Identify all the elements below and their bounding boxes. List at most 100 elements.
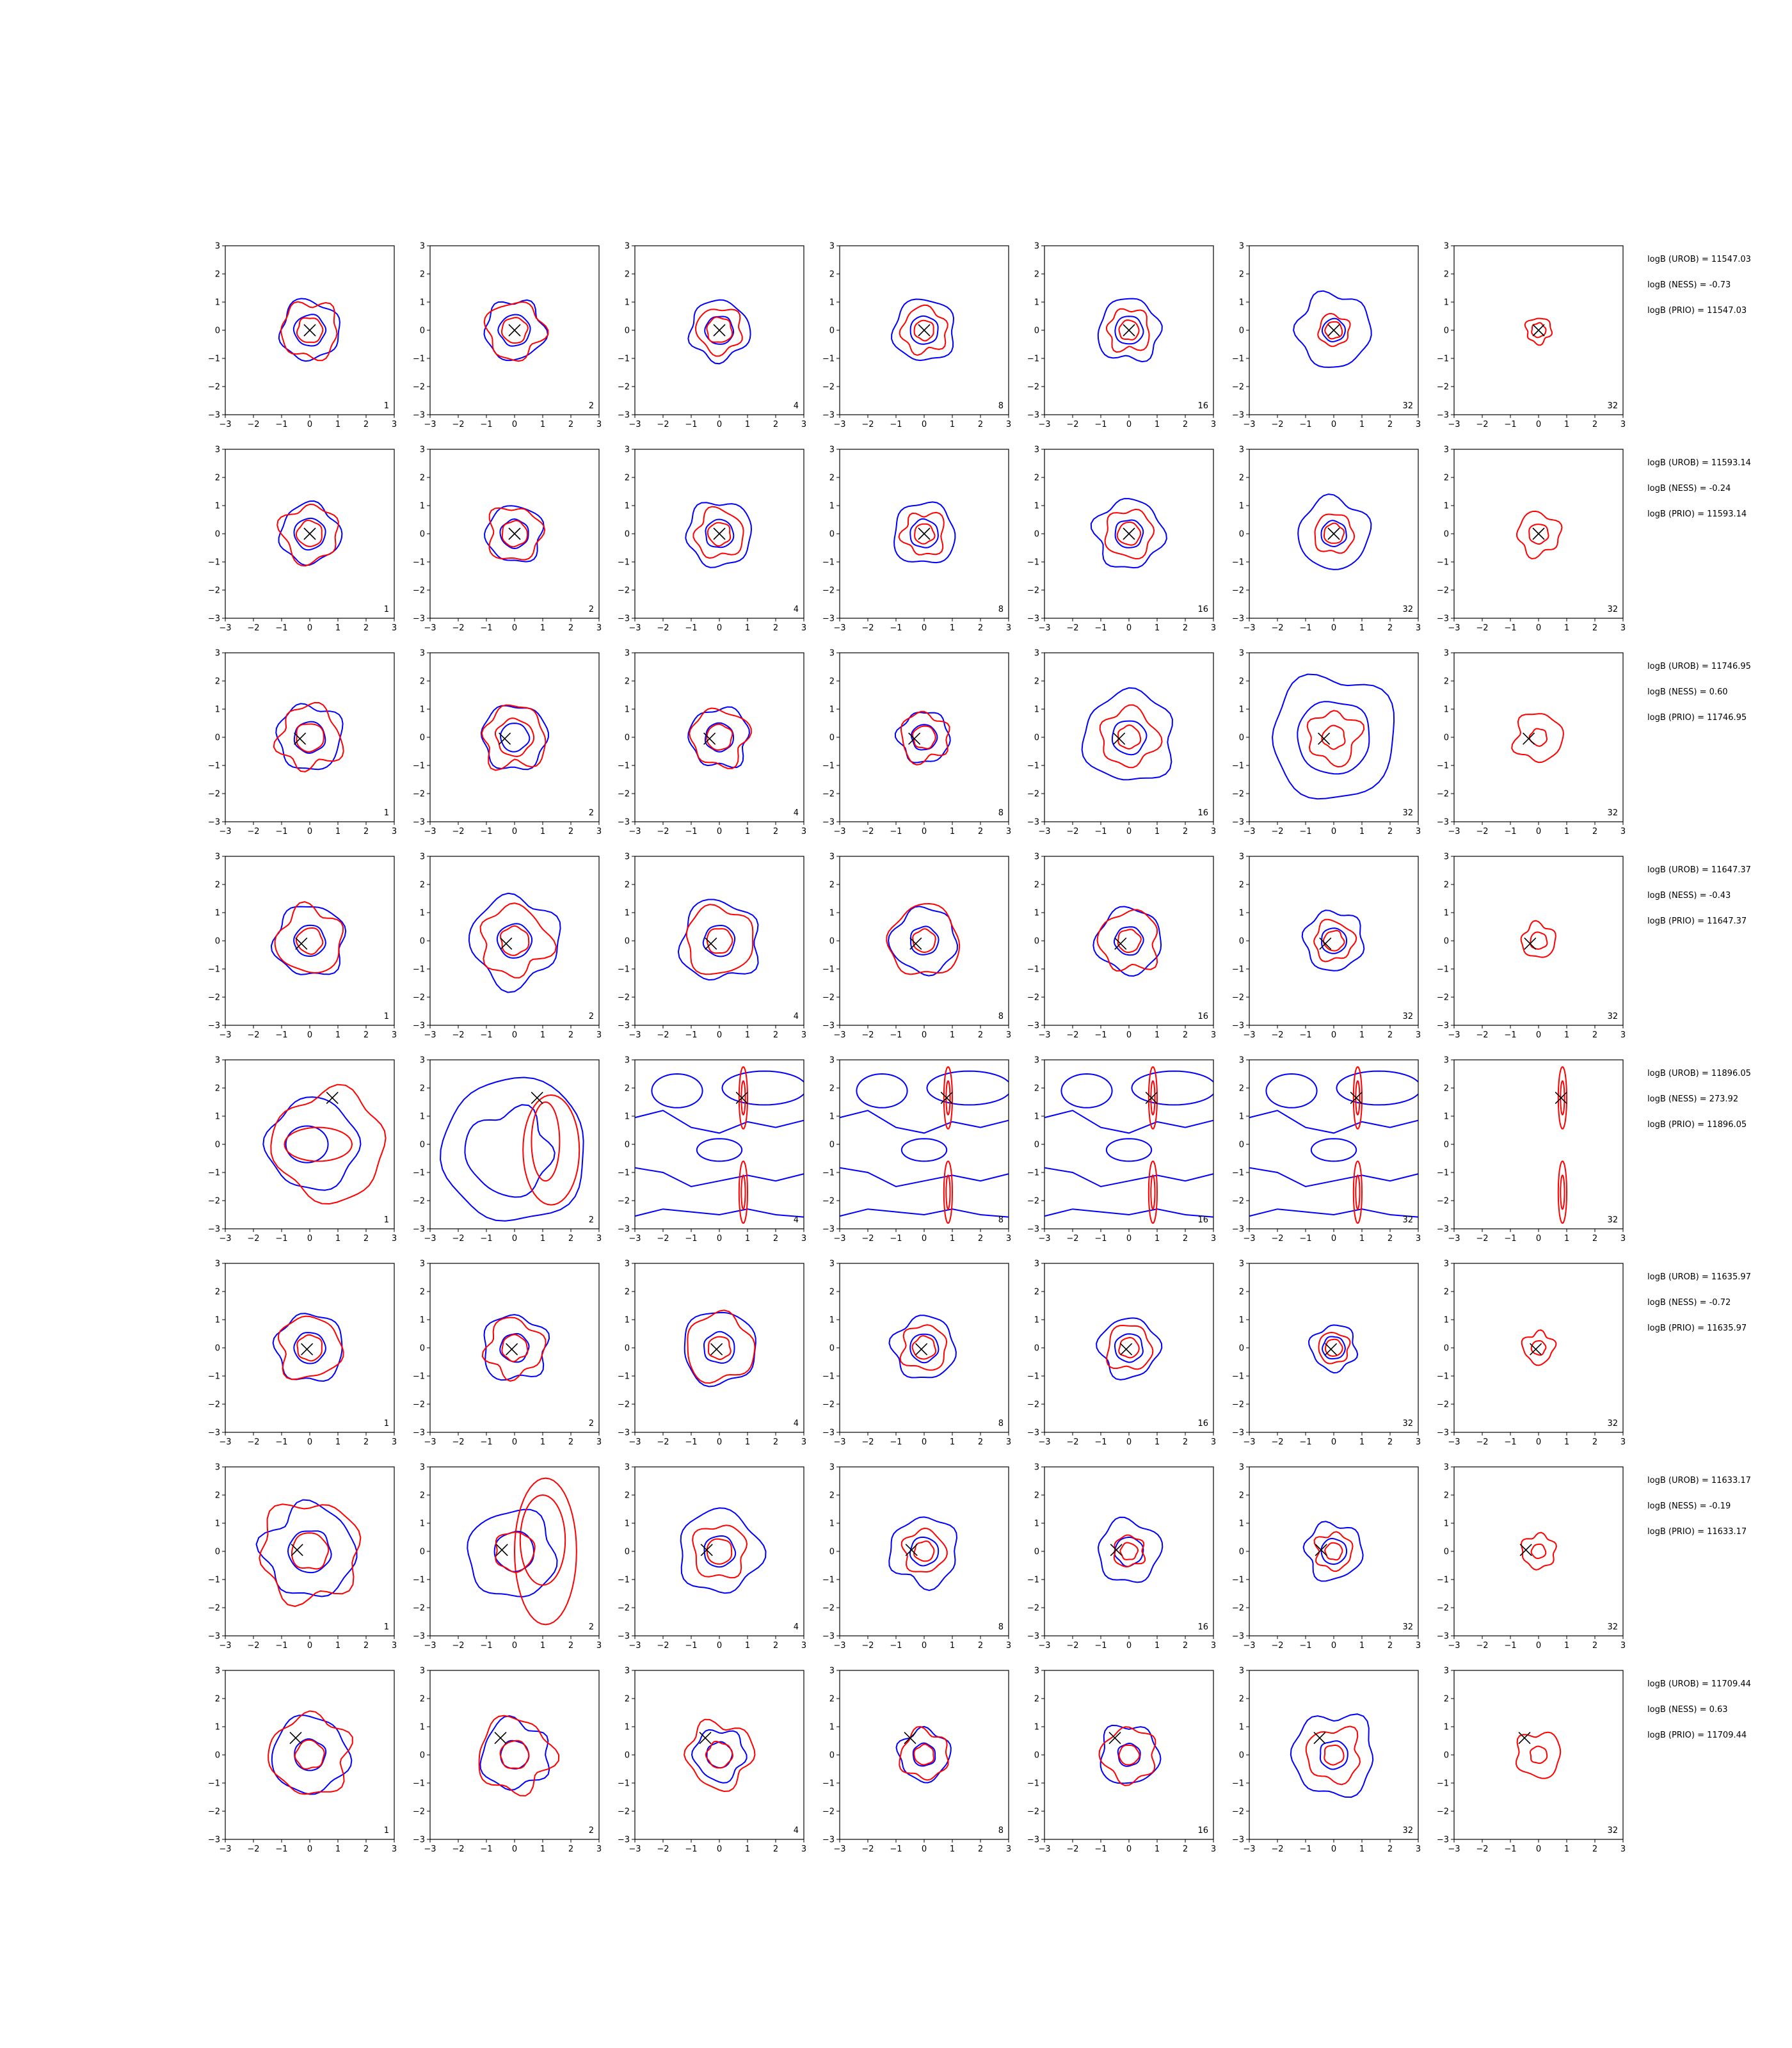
y-tick-label: 2 xyxy=(1239,881,1244,890)
y-tick-label: −2 xyxy=(413,790,425,799)
blue-contour xyxy=(1117,1742,1141,1767)
x-tick-label: −3 xyxy=(219,1641,231,1651)
y-tick-label: 0 xyxy=(1034,326,1039,336)
y-tick-label: −2 xyxy=(1027,993,1039,1003)
x-marker xyxy=(294,732,307,745)
blue-contour xyxy=(1297,701,1370,775)
y-tick-label: 0 xyxy=(625,326,630,336)
contour-layer xyxy=(1302,1521,1364,1582)
y-tick-label: −2 xyxy=(618,1604,630,1613)
red-contour xyxy=(913,1540,935,1562)
y-tick-label: −3 xyxy=(1437,818,1449,828)
x-tick-label: −3 xyxy=(219,1437,231,1447)
y-tick-label: −1 xyxy=(822,558,835,568)
red-contour xyxy=(1106,1324,1154,1370)
y-tick-label: 0 xyxy=(1444,937,1449,947)
logb-text: logB (UROB) = 11635.97 xyxy=(1647,1272,1751,1282)
y-tick-label: −1 xyxy=(618,355,630,364)
x-marker xyxy=(1123,527,1135,540)
x-tick-label: −2 xyxy=(861,1437,874,1447)
x-tick-label: −2 xyxy=(657,623,669,633)
contour-layer xyxy=(1555,1066,1568,1224)
y-tick-label: −2 xyxy=(1027,1604,1039,1613)
x-tick-label: 3 xyxy=(1006,1437,1011,1447)
red-contour xyxy=(268,1710,353,1795)
x-marker xyxy=(494,1732,507,1745)
x-tick-label: −3 xyxy=(628,623,641,633)
y-tick-label: 0 xyxy=(1444,1751,1449,1761)
x-tick-label: 2 xyxy=(568,827,573,836)
red-contour xyxy=(1520,1532,1557,1571)
blue-contour xyxy=(909,518,939,548)
logb-text: logB (PRIO) = 11547.03 xyxy=(1647,306,1747,316)
contour-layer xyxy=(894,710,951,766)
x-tick-label: −1 xyxy=(480,1030,492,1040)
x-tick-label: 0 xyxy=(1536,1641,1541,1651)
x-tick-label: −3 xyxy=(1448,623,1460,633)
x-tick-label: 0 xyxy=(1331,1844,1336,1854)
x-marker xyxy=(705,937,717,950)
x-tick-label: −2 xyxy=(657,1844,669,1854)
x-tick-label: 0 xyxy=(1536,1844,1541,1854)
y-tick-label: −1 xyxy=(822,355,835,364)
blue-contour xyxy=(484,505,545,563)
y-tick-label: 1 xyxy=(1034,705,1039,715)
y-tick-label: 2 xyxy=(420,677,425,687)
blue-contour xyxy=(499,518,529,550)
y-tick-label: 3 xyxy=(829,649,835,659)
red-contour xyxy=(692,1524,748,1579)
panel-number-label: 1 xyxy=(384,401,389,411)
y-tick-label: 2 xyxy=(1444,1695,1449,1704)
x-tick-label: −2 xyxy=(1476,1641,1488,1651)
x-tick-label: 1 xyxy=(1359,1437,1364,1447)
y-tick-label: 2 xyxy=(215,474,220,483)
x-tick-label: 1 xyxy=(950,1641,955,1651)
x-marker xyxy=(1145,1091,1158,1104)
y-tick-label: 0 xyxy=(1444,1140,1449,1150)
contour-layer xyxy=(1524,317,1553,346)
x-marker xyxy=(295,937,308,950)
x-tick-label: 0 xyxy=(922,420,927,429)
panel-number-label: 8 xyxy=(998,1622,1004,1632)
y-tick-label: −1 xyxy=(1437,1779,1449,1789)
y-tick-label: −1 xyxy=(1027,762,1039,771)
x-tick-label: 2 xyxy=(978,420,983,429)
blue-contour xyxy=(1105,1138,1153,1162)
y-tick-label: −1 xyxy=(1437,965,1449,975)
panel-number-label: 8 xyxy=(998,1215,1004,1225)
y-tick-label: −1 xyxy=(208,1169,220,1178)
y-tick-label: 0 xyxy=(625,937,630,947)
panel-number-label: 1 xyxy=(384,808,389,818)
y-tick-label: 3 xyxy=(215,445,220,455)
blue-contour xyxy=(684,1311,756,1388)
panel-number-label: 4 xyxy=(794,1622,799,1632)
contour-layer xyxy=(886,902,961,977)
x-tick-label: 1 xyxy=(1564,1844,1569,1854)
logb-text: logB (NESS) = -0.43 xyxy=(1647,891,1731,900)
y-tick-label: −1 xyxy=(413,558,425,568)
x-tick-label: −3 xyxy=(424,1844,436,1854)
y-tick-label: −3 xyxy=(1232,1632,1244,1642)
x-tick-label: 2 xyxy=(1388,1437,1393,1447)
y-tick-label: 1 xyxy=(215,1723,220,1732)
x-tick-label: −3 xyxy=(424,1437,436,1447)
blue-contour xyxy=(500,723,531,753)
contour-layer xyxy=(1081,687,1173,781)
y-tick-label: 0 xyxy=(420,530,425,540)
x-tick-label: −3 xyxy=(628,420,641,429)
y-tick-label: 1 xyxy=(215,298,220,308)
x-tick-label: 0 xyxy=(307,420,312,429)
x-tick-label: 2 xyxy=(1183,1844,1188,1854)
y-tick-label: −3 xyxy=(822,411,835,420)
x-tick-label: −2 xyxy=(861,623,874,633)
y-tick-label: −3 xyxy=(1232,1428,1244,1438)
x-tick-label: 1 xyxy=(950,623,955,633)
blue-contour xyxy=(1297,493,1372,570)
x-marker xyxy=(710,1343,723,1356)
